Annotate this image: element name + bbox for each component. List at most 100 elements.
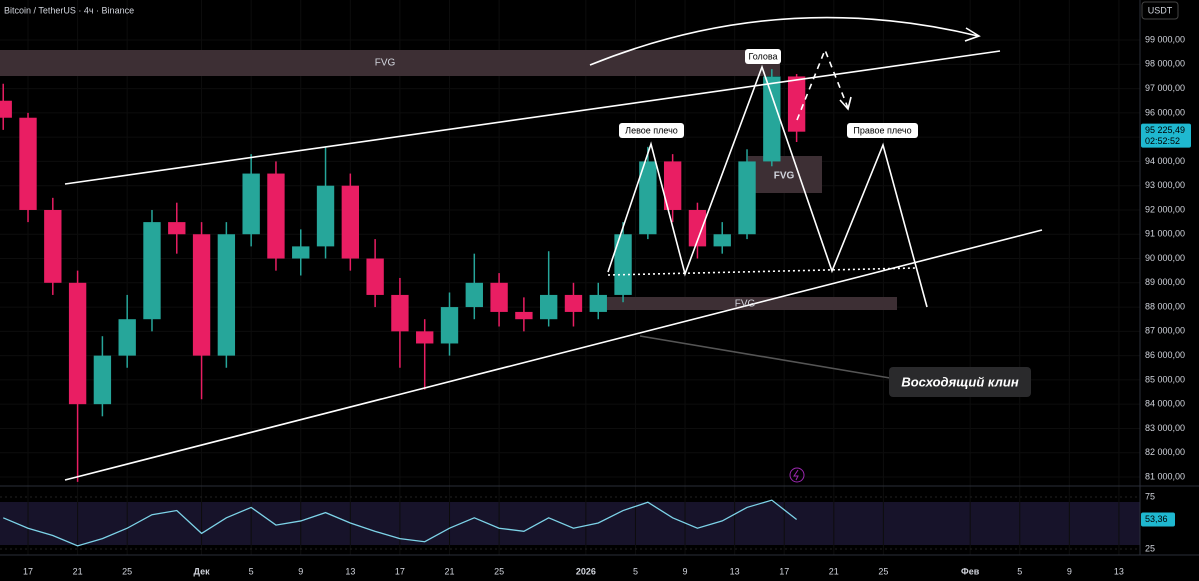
y-tick-label: 81 000,00 [1145,471,1185,481]
candle-body [143,222,161,320]
fvg-zone [598,297,897,310]
rsi-tick-label: 75 [1145,491,1155,501]
candle-body [663,161,682,210]
y-tick-label: 94 000,00 [1145,156,1185,166]
candle-body [292,246,310,259]
arc-arrow [589,16,979,66]
x-tick-label: 25 [494,566,504,576]
candle-body [118,319,136,356]
left-shoulder-label: Левое плечо [625,125,678,135]
y-tick-label: 90 000,00 [1145,253,1185,263]
y-tick-label: 86 000,00 [1145,350,1185,360]
alert-icon [789,467,805,483]
candle-body [19,117,37,210]
wedge-lower [64,229,1043,481]
candle-body [0,100,12,118]
rsi-line [2,499,798,547]
projection [796,47,849,121]
fvg-zone [0,50,780,76]
label-box [889,367,1031,397]
x-tick-label: 2026 [576,566,596,576]
head-shoulders [607,64,928,308]
candle-body [440,307,459,344]
x-tick-label: 13 [1114,566,1124,576]
y-tick-label: 83 000,00 [1145,423,1185,433]
y-tick-label: 82 000,00 [1145,447,1185,457]
right-shoulder-label: Правое плечо [853,125,911,135]
candle-body [564,294,583,312]
fvg-label: FVG [735,299,756,310]
candle-body [391,294,409,332]
x-tick-label: 9 [1067,566,1072,576]
candle-body [763,76,781,162]
countdown: 02:52:52 [1145,136,1180,146]
x-tick-label: 5 [1017,566,1022,576]
x-tick-label: 25 [878,566,888,576]
candle-body [490,282,508,312]
head-label: Голова [748,51,777,61]
x-tick-label: 17 [395,566,405,576]
candle-body [192,234,211,356]
y-tick-label: 84 000,00 [1145,399,1185,409]
candle-body [242,173,260,235]
x-tick-label: 21 [73,566,83,576]
arrow-head [839,96,852,111]
x-tick-label: 5 [633,566,638,576]
currency-box[interactable] [1141,1,1179,20]
y-tick-label: 98 000,00 [1145,59,1185,69]
label-box [745,49,781,64]
price-tag [1141,123,1191,148]
candle-body [366,258,384,295]
y-tick-label: 99 000,00 [1145,34,1185,44]
axis-layer: 99 000,00 98 000,00 97 000,00 96 000,00 9 5 0… [23,34,1191,576]
y-tick-label: 85 000,00 [1145,374,1185,384]
candle-body [465,282,483,308]
arrow-head [964,27,981,42]
candle-body [168,222,186,235]
candle-body [614,234,632,295]
candle-body [267,173,285,259]
rsi-tag [1141,512,1175,527]
currency: USDT [1148,5,1173,15]
fvg-label: FVG [375,58,396,69]
fvg-label: FVG [774,171,795,182]
candle-body [316,185,335,247]
label-box [847,123,918,138]
y-tick-label: 97 000,00 [1145,83,1185,93]
wedge-upper [64,50,1001,185]
candle-body [93,355,112,405]
y-tick-label: 93 000,00 [1145,180,1185,190]
candle-body [713,234,731,247]
y-tick-label: 88 000,00 [1145,301,1185,311]
x-tick-label: 17 [779,566,789,576]
rsi-layer [0,496,1140,550]
candle-body [738,161,756,235]
candle-body [589,294,607,312]
x-tick-label: 5 [249,566,254,576]
chart-title: Bitcoin / TetherUS · 4ч · Binance [4,5,134,15]
candle-body [341,185,360,259]
drawings [64,16,1043,481]
y-tick-label: 89 000,00 [1145,277,1185,287]
price-tag-label: 95 225,49 [1145,125,1185,135]
x-tick-label: 9 [683,566,688,576]
x-tick-label: 25 [122,566,132,576]
x-tick-label: 9 [298,566,303,576]
x-tick-label: Дек [194,566,211,576]
rsi-band [0,502,1140,545]
neckline [607,267,916,276]
x-tick-label: 21 [829,566,839,576]
candle-body [515,311,533,320]
x-tick-label: 17 [23,566,33,576]
candle-body [44,209,62,283]
x-tick-label: 13 [345,566,355,576]
y-tick-label: 87 000,00 [1145,326,1185,336]
x-tick-label: Фев [961,566,980,576]
rsi-tag-label: 53,36 [1145,514,1168,524]
candle-body [68,282,87,405]
wedge-label: Восходящий клин [901,374,1019,389]
candle-body [540,294,558,320]
